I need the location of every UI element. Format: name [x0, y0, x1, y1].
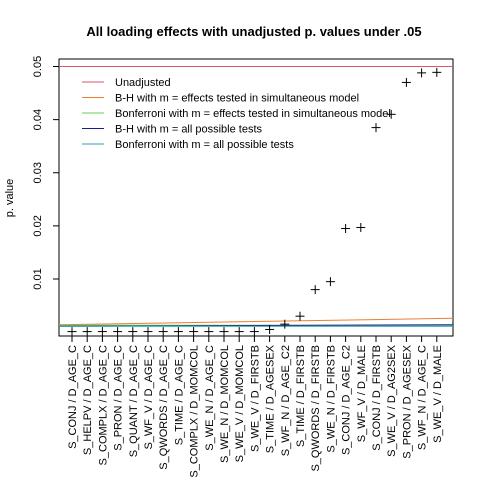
- x-tick-label: S_WF_V / D_MALE: [356, 345, 368, 442]
- y-tick-label: 0.05: [32, 56, 44, 77]
- data-point: [97, 327, 107, 337]
- data-point: [82, 327, 92, 337]
- x-tick-label: S_QUANT / D_AGE_C: [128, 345, 140, 457]
- legend-item: Bonferroni with m = effects tested in si…: [82, 108, 391, 120]
- x-tick-label: S_WF_V / D_AGE_C: [143, 345, 155, 450]
- x-tick-label: S_WE_V / D_FIRSTB: [249, 345, 261, 452]
- data-point: [189, 327, 199, 337]
- legend-label: Bonferroni with m = effects tested in si…: [115, 108, 391, 120]
- data-point: [113, 327, 123, 337]
- x-tick-label: S_QWORDS / D_AGE_C: [158, 345, 170, 470]
- y-tick-label: 0.04: [32, 109, 44, 130]
- data-point: [219, 327, 229, 337]
- x-tick-label: S_TIME / D_AGE_C: [173, 345, 185, 445]
- data-point: [280, 319, 290, 329]
- x-tick-label: S_HELPV / D_AGE_C: [82, 345, 94, 455]
- x-tick-label: S_WF_N / D_AGE_C2: [280, 345, 292, 456]
- data-point: [295, 311, 305, 321]
- data-point: [128, 327, 138, 337]
- data-point: [158, 327, 168, 337]
- x-tick-label: S_WF_N / D_AGE_C: [417, 345, 429, 450]
- x-tick-label: S_WE_V / D_MALE: [432, 345, 444, 443]
- x-tick-label: S_COMPLX / D_MOMCOL: [189, 345, 201, 478]
- data-point: [265, 324, 275, 334]
- legend-label: B-H with m = all possible tests: [115, 124, 263, 136]
- x-axis: S_CONJ / D_AGE_C S_HELPV / D_AGE_C S_COMPL…: [67, 336, 444, 478]
- data-point: [310, 285, 320, 295]
- data-point: [341, 224, 351, 234]
- x-tick-label: S_TIME / D_AGESEX: [265, 344, 277, 453]
- legend-item: B-H with m = all possible tests: [82, 124, 263, 136]
- x-tick-label: S_PRON / D_AGESEX: [401, 344, 413, 458]
- data-point: [432, 67, 442, 77]
- data-point: [371, 123, 381, 133]
- x-tick-label: S_WE_N / D_AGE_C: [204, 345, 216, 451]
- data-point: [234, 327, 244, 337]
- x-tick-label: S_COMPLX / D_AGE_C: [97, 345, 109, 465]
- x-tick-label: S_WE_N / D_MOMCOL: [219, 345, 231, 463]
- data-points: [67, 67, 442, 337]
- legend-item: Bonferroni with m = all possible tests: [82, 139, 294, 151]
- data-point: [249, 327, 259, 337]
- data-point: [356, 222, 366, 232]
- x-tick-label: S_CONJ / D_FIRSTB: [371, 345, 383, 451]
- legend-label: Bonferroni with m = all possible tests: [115, 139, 294, 151]
- threshold-lines: [58, 66, 454, 327]
- x-tick-label: S_WE_V / D_MOMCOL: [234, 345, 246, 462]
- y-tick-label: 0.03: [32, 162, 44, 183]
- x-tick-label: S_CONJ / D_AGE_C2: [341, 345, 353, 455]
- data-point: [401, 77, 411, 87]
- legend-item: Unadjusted: [82, 77, 171, 89]
- legend-item: B-H with m = effects tested in simultane…: [82, 93, 359, 105]
- legend: Unadjusted B-H with m = effects tested in…: [82, 77, 391, 151]
- legend-label: Unadjusted: [115, 77, 171, 89]
- data-point: [386, 109, 396, 119]
- x-tick-label: S_TIME / D_FIRSTB: [295, 345, 307, 447]
- y-axis-label: p. value: [4, 179, 16, 218]
- y-tick-label: 0.02: [32, 215, 44, 236]
- x-tick-label: S_PRON / D_AGE_C: [113, 345, 125, 451]
- x-tick-label: S_QWORDS / D_FIRSTB: [310, 345, 322, 472]
- plot-frame: [58, 58, 454, 337]
- y-tick-label: 0.01: [32, 268, 44, 289]
- data-point: [325, 277, 335, 287]
- x-tick-label: S_WE_N / D_FIRSTB: [325, 345, 337, 453]
- data-point: [173, 327, 183, 337]
- data-point: [417, 68, 427, 78]
- x-tick-label: S_WE_V / D_AG2SEX: [386, 344, 398, 457]
- y-axis: 0.01 0.02 0.03 0.04 0.05: [32, 56, 59, 290]
- chart-title: All loading effects with unadjusted p. v…: [86, 24, 421, 39]
- legend-label: B-H with m = effects tested in simultane…: [115, 93, 359, 105]
- x-tick-label: S_CONJ / D_AGE_C: [67, 345, 79, 449]
- threshold-line: [58, 317, 454, 326]
- data-point: [143, 327, 153, 337]
- data-point: [204, 327, 214, 337]
- data-point: [67, 327, 77, 337]
